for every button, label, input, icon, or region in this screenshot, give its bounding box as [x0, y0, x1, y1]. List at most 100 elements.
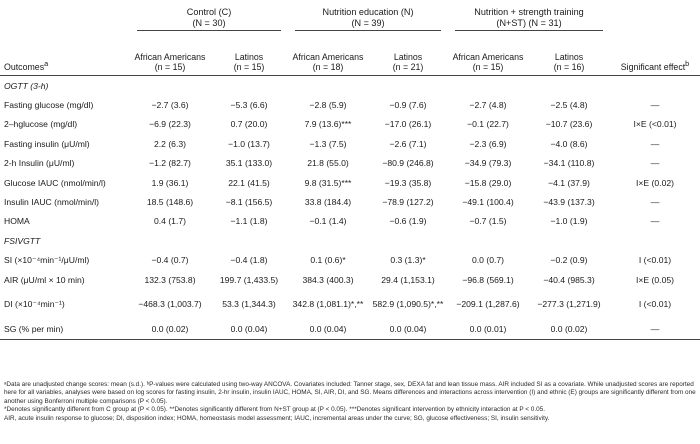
row-label: HOMA: [4, 216, 30, 227]
cell-nst-lat: 0.0 (0.02): [550, 323, 588, 334]
cell-nst-aa: −0.7 (1.5): [469, 216, 507, 227]
group-control-header: Control (C) (N = 30): [130, 0, 288, 38]
cell-n-aa: 9.8 (31.5)***: [304, 177, 352, 188]
cell-n-lat: −0.9 (7.6): [389, 100, 427, 111]
cell-nst-aa: −49.1 (100.4): [462, 197, 514, 208]
table-row: SG (% per min) 0.0 (0.02) 0.0 (0.04) 0.0 (0…: [0, 319, 700, 340]
row-label: Glucose IAUC (nmol/min/l): [4, 177, 106, 188]
cell-c-lat: −5.3 (6.6): [230, 100, 268, 111]
cell-nst-lat: −1.0 (1.9): [550, 216, 588, 227]
table-row: 2–hglucose (mg/dl) −6.9 (22.3) 0.7 (20.0) 7…: [0, 115, 700, 134]
table-row: 2-h Insulin (μU/ml) −1.2 (82.7) 35.1 (133.…: [0, 154, 700, 173]
subgroup-header-row: Outcomesa African Americans (n = 15) Lati…: [0, 38, 700, 76]
outcomes-header: Outcomesa: [4, 59, 49, 72]
cell-nst-lat: −34.1 (110.8): [543, 158, 595, 169]
cell-c-lat: 22.1 (41.5): [228, 177, 270, 188]
table-footnotes: ᵃData are unadjusted change scores: mean…: [4, 381, 696, 423]
nst-lat-header: Latinos (n = 16): [553, 52, 585, 72]
section-fsivgtt: FSIVGTT: [4, 235, 41, 246]
cell-sig: I×E (0.05): [636, 274, 674, 285]
cell-nst-aa: −2.7 (4.8): [469, 100, 507, 111]
cell-c-aa: −468.3 (1,003.7): [138, 299, 202, 310]
cell-nst-aa: −209.1 (1,287.6): [456, 299, 520, 310]
cell-nst-aa: 0.0 (0.01): [469, 323, 507, 334]
significant-effect-header: Significant effectb: [620, 59, 690, 72]
cell-sig: —: [650, 197, 660, 208]
cell-sig: —: [650, 138, 660, 149]
cell-nst-aa: −0.1 (22.7): [467, 119, 509, 130]
row-label: Fasting insulin (μU/ml): [4, 138, 90, 149]
cell-sig: I×E (<0.01): [633, 119, 677, 130]
cell-sig: —: [650, 158, 660, 169]
footnote-2: *Denotes significantly different from C …: [4, 406, 546, 414]
cell-c-lat: 0.7 (20.0): [230, 119, 268, 130]
c-lat-header: Latinos (n = 15): [233, 52, 265, 72]
cell-n-aa: 33.8 (184.4): [304, 197, 352, 208]
cell-sig: —: [650, 323, 660, 334]
table-row: Fasting glucose (mg/dl) −2.7 (3.6) −5.3 (6…: [0, 95, 700, 114]
cell-n-aa: 7.9 (13.6)***: [304, 119, 352, 130]
cell-n-lat: 29.4 (1,153.1): [381, 274, 435, 285]
cell-n-lat: −2.6 (7.1): [389, 138, 427, 149]
cell-n-lat: −17.0 (26.1): [384, 119, 432, 130]
cell-sig: I (<0.01): [638, 255, 672, 266]
cell-c-lat: 35.1 (133.0): [225, 158, 273, 169]
cell-n-lat: −78.9 (127.2): [382, 197, 434, 208]
fsivgtt-rows: SI (×10⁻⁴min⁻¹/μU/ml) −0.4 (0.7) −0.4 (1.8…: [0, 251, 700, 340]
cell-c-aa: 132.3 (753.8): [144, 274, 196, 285]
cell-c-lat: −0.4 (1.8): [230, 255, 268, 266]
nst-aa-header: African Americans (n = 15): [452, 52, 524, 72]
cell-nst-aa: −15.8 (29.0): [464, 177, 512, 188]
footnote-3: AIR, acute insulin response to glucose; …: [4, 414, 550, 422]
table-row: HOMA 0.4 (1.7) −1.1 (1.8) −0.1 (1.4) −0.6 (1…: [0, 212, 700, 231]
n-lat-header: Latinos (n = 21): [392, 52, 424, 72]
cell-n-aa: 0.0 (0.04): [309, 323, 347, 334]
cell-c-lat: 199.7 (1,433.5): [219, 274, 279, 285]
row-label: 2–hglucose (mg/dl): [4, 119, 78, 130]
cell-c-aa: −6.9 (22.3): [149, 119, 191, 130]
n-aa-header: African Americans (n = 18): [292, 52, 364, 72]
cell-n-lat: −0.6 (1.9): [389, 216, 427, 227]
cell-n-aa: −0.1 (1.4): [309, 216, 347, 227]
row-label: 2-h Insulin (μU/ml): [4, 158, 75, 169]
table-row: Fasting insulin (μU/ml) 2.2 (6.3) −1.0 (13…: [0, 134, 700, 153]
row-label: AIR (μU/ml × 10 min): [4, 274, 85, 285]
cell-nst-lat: −2.5 (4.8): [550, 100, 588, 111]
cell-n-aa: 21.8 (55.0): [307, 158, 349, 169]
cell-n-lat: 0.0 (0.04): [389, 323, 427, 334]
cell-nst-lat: −10.7 (23.6): [545, 119, 593, 130]
cell-c-aa: −2.7 (3.6): [151, 100, 189, 111]
cell-nst-lat: −4.1 (37.9): [548, 177, 590, 188]
cell-nst-aa: 0.0 (0.7): [472, 255, 505, 266]
row-label: SG (% per min): [4, 323, 64, 334]
cell-c-aa: 2.2 (6.3): [153, 138, 186, 149]
results-table: Control (C) (N = 30) Nutrition education …: [0, 0, 700, 340]
cell-sig: —: [650, 100, 660, 111]
cell-nst-lat: −40.4 (985.3): [543, 274, 595, 285]
group-nst-header: Nutrition + strength training (N+ST) (N =…: [448, 0, 610, 38]
cell-nst-lat: −4.0 (8.6): [550, 138, 588, 149]
cell-sig: —: [650, 216, 660, 227]
table-row: Insulin IAUC (nmol/min/l) 18.5 (148.6) −8.…: [0, 192, 700, 211]
row-label: SI (×10⁻⁴min⁻¹/μU/ml): [4, 254, 90, 265]
group-nutrition-header: Nutrition education (N) (N = 39): [288, 0, 448, 38]
cell-n-aa: −2.8 (5.9): [309, 100, 347, 111]
group-header-row: Control (C) (N = 30) Nutrition education …: [0, 0, 700, 38]
row-label: DI (×10⁻⁴min⁻¹): [4, 299, 65, 310]
cell-n-lat: −19.3 (35.8): [384, 177, 432, 188]
cell-c-aa: 1.9 (36.1): [151, 177, 189, 188]
cell-c-aa: 0.0 (0.02): [151, 323, 189, 334]
cell-n-lat: 0.3 (1.3)*: [390, 255, 426, 266]
cell-nst-lat: −43.9 (137.3): [543, 197, 595, 208]
section-ogtt: OGTT (3-h): [4, 80, 49, 91]
cell-n-aa: 0.1 (0.6)*: [310, 255, 346, 266]
cell-c-lat: 53.3 (1,344.3): [222, 299, 276, 310]
cell-n-aa: 384.3 (400.3): [302, 274, 354, 285]
cell-c-aa: −1.2 (82.7): [149, 158, 191, 169]
table-row: Glucose IAUC (nmol/min/l) 1.9 (36.1) 22.1 …: [0, 173, 700, 192]
c-aa-header: African Americans (n = 15): [134, 52, 206, 72]
table-row: DI (×10⁻⁴min⁻¹) −468.3 (1,003.7) 53.3 (1,3…: [0, 289, 700, 319]
cell-nst-aa: −96.8 (569.1): [462, 274, 514, 285]
cell-c-lat: 0.0 (0.04): [230, 323, 268, 334]
